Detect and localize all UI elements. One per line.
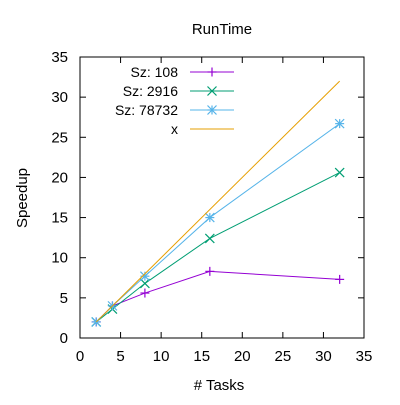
series-line <box>95 123 340 323</box>
x-tick-label: 10 <box>153 348 170 365</box>
series-line <box>95 270 340 323</box>
y-axis-ticks: 0 5 10 15 20 25 30 35 <box>51 49 364 347</box>
chart-title: RunTime <box>192 21 252 38</box>
y-tick-label: 20 <box>51 169 68 186</box>
data-point <box>140 288 150 298</box>
legend: Sz: 108 Sz: 2916 Sz: 78732 x <box>115 64 234 137</box>
x-tick-label: 30 <box>315 348 332 365</box>
legend-marker <box>207 67 217 77</box>
x-tick-label: 15 <box>193 348 210 365</box>
series-layer <box>91 80 345 327</box>
legend-label: Sz: 2916 <box>123 83 178 99</box>
y-tick-label: 15 <box>51 210 68 227</box>
x-tick-label: 20 <box>234 348 251 365</box>
series-3 <box>95 80 341 323</box>
series-line <box>95 80 341 323</box>
y-tick-label: 5 <box>60 290 68 307</box>
data-point <box>334 118 345 129</box>
y-tick-label: 35 <box>51 49 68 66</box>
legend-label: Sz: 108 <box>131 64 179 80</box>
x-axis-title: # Tasks <box>194 377 245 394</box>
data-point <box>205 266 215 276</box>
legend-marker <box>207 105 217 115</box>
x-axis-ticks: 0 5 10 15 20 25 30 35 <box>76 57 373 365</box>
y-tick-label: 10 <box>51 250 68 267</box>
data-point <box>204 212 215 223</box>
series-0 <box>91 266 345 327</box>
data-point <box>334 167 345 178</box>
data-point <box>139 278 150 289</box>
x-tick-label: 35 <box>356 348 373 365</box>
plot-frame <box>79 56 365 339</box>
series-line <box>95 172 340 323</box>
data-point <box>139 271 150 282</box>
y-tick-label: 0 <box>60 330 68 347</box>
legend-label: Sz: 78732 <box>115 102 178 118</box>
x-tick-label: 5 <box>116 348 124 365</box>
legend-marker <box>207 86 217 96</box>
y-tick-label: 30 <box>51 89 68 106</box>
x-tick-label: 0 <box>76 348 84 365</box>
x-tick-label: 25 <box>275 348 292 365</box>
y-tick-label: 25 <box>51 129 68 146</box>
data-point <box>204 233 215 244</box>
legend-label: x <box>171 121 178 137</box>
series-1 <box>91 167 345 327</box>
data-point <box>335 274 345 284</box>
y-axis-title: Speedup <box>14 168 31 228</box>
